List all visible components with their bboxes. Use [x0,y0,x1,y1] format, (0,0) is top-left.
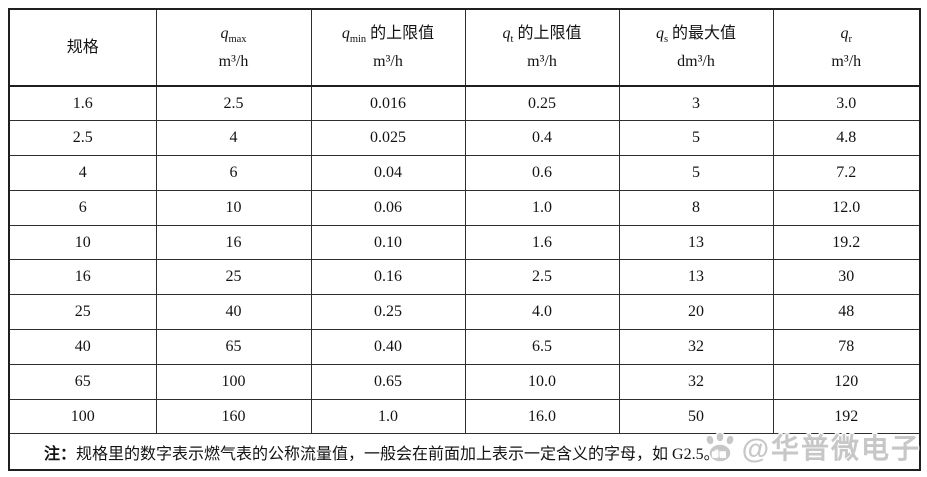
table-cell: 25 [155,259,312,296]
table-cell: 0.06 [310,189,466,226]
col-header-qr: qr m³/h [772,8,921,87]
col-header-symbol: qt 的上限值 [502,24,582,45]
table-cell: 100 [155,363,312,400]
table-note: 注：规格里的数字表示燃气表的公称流量值，一般会在前面加上表示一定含义的字母，如 … [8,433,921,471]
table-cell: 65 [8,363,157,400]
table-cell: 48 [772,294,921,331]
table-cell: 0.25 [464,85,620,122]
table-cell: 3 [618,85,774,122]
col-header-unit: m³/h [527,52,557,70]
table-cell: 1.6 [464,224,620,261]
table-cell: 0.25 [310,294,466,331]
col-header-spec: 规格 [8,8,157,87]
table-cell: 0.40 [310,329,466,365]
note-prefix: 注： [44,445,77,463]
table-row: 1.6 2.5 0.016 0.25 3 3.0 [8,85,921,122]
table-cell: 13 [618,224,774,261]
table-cell: 120 [772,363,921,400]
table-cell: 5 [618,120,774,157]
table-cell: 0.6 [464,155,620,191]
table-cell: 5 [618,155,774,191]
table-cell: 192 [772,398,921,435]
table-cell: 3.0 [772,85,921,122]
table-cell: 2.5 [8,120,157,157]
table-header-row: 规格 qmax m³/h qmin 的上限值 m³/h qt 的上限值 m³/h… [8,8,921,87]
table-cell: 160 [155,398,312,435]
table-cell: 1.6 [8,85,157,122]
table-cell: 0.04 [310,155,466,191]
table-cell: 2.5 [155,85,312,122]
table-cell: 0.025 [310,120,466,157]
table-cell: 10.0 [464,363,620,400]
col-header-unit: dm³/h [677,52,715,70]
table-row: 2.5 4 0.025 0.4 5 4.8 [8,120,921,157]
col-header-qmin-upper-limit: qmin 的上限值 m³/h [310,8,466,87]
table-row: 6 10 0.06 1.0 8 12.0 [8,189,921,226]
table-row: 25 40 0.25 4.0 20 48 [8,294,921,331]
col-header-symbol: qr [840,24,853,45]
col-header-symbol: qs 的最大值 [655,24,737,45]
table-cell: 16 [8,259,157,296]
table-cell: 50 [618,398,774,435]
col-header-qmax: qmax m³/h [155,8,312,87]
table-cell: 1.0 [310,398,466,435]
note-text: 规格里的数字表示燃气表的公称流量值，一般会在前面加上表示一定含义的字母，如 G2… [76,445,720,463]
table-cell: 8 [618,189,774,226]
table-cell: 6.5 [464,329,620,365]
table-cell: 0.016 [310,85,466,122]
col-header-qs-max: qs 的最大值 dm³/h [618,8,774,87]
table-cell: 19.2 [772,224,921,261]
table-cell: 40 [155,294,312,331]
table-cell: 0.10 [310,224,466,261]
table-cell: 6 [155,155,312,191]
table-cell: 2.5 [464,259,620,296]
table-cell: 65 [155,329,312,365]
table-cell: 4.0 [464,294,620,331]
table-cell: 20 [618,294,774,331]
col-header-symbol: qmin 的上限值 [341,24,435,45]
table-cell: 40 [8,329,157,365]
col-header-unit: m³/h [218,52,249,70]
table-cell: 4 [155,120,312,157]
col-header-label: 规格 [66,38,99,56]
table-cell: 16.0 [464,398,620,435]
table-cell: 12.0 [772,189,921,226]
col-header-symbol: qmax [220,24,247,45]
table-row: 40 65 0.40 6.5 32 78 [8,329,921,365]
table-cell: 100 [8,398,157,435]
table-row: 4 6 0.04 0.6 5 7.2 [8,155,921,191]
col-header-unit: m³/h [373,52,403,70]
col-header-qt-upper-limit: qt 的上限值 m³/h [464,8,620,87]
table-cell: 25 [8,294,157,331]
table-note-row: 注：规格里的数字表示燃气表的公称流量值，一般会在前面加上表示一定含义的字母，如 … [8,433,921,471]
table-cell: 4 [8,155,157,191]
table-row: 100 160 1.0 16.0 50 192 [8,398,921,435]
table-cell: 10 [155,189,312,226]
table-cell: 6 [8,189,157,226]
table-row: 65 100 0.65 10.0 32 120 [8,363,921,400]
col-header-unit: m³/h [831,52,862,70]
table-cell: 78 [772,329,921,365]
table-row: 16 25 0.16 2.5 13 30 [8,259,921,296]
table-cell: 30 [772,259,921,296]
table-row: 10 16 0.10 1.6 13 19.2 [8,224,921,261]
table-cell: 7.2 [772,155,921,191]
table-cell: 32 [618,329,774,365]
table-cell: 10 [8,224,157,261]
table-cell: 4.8 [772,120,921,157]
gas-meter-spec-table: 规格 qmax m³/h qmin 的上限值 m³/h qt 的上限值 m³/h… [8,8,921,471]
table-cell: 0.16 [310,259,466,296]
table-cell: 1.0 [464,189,620,226]
table-cell: 32 [618,363,774,400]
table-cell: 13 [618,259,774,296]
table-cell: 16 [155,224,312,261]
table-cell: 0.65 [310,363,466,400]
table-cell: 0.4 [464,120,620,157]
